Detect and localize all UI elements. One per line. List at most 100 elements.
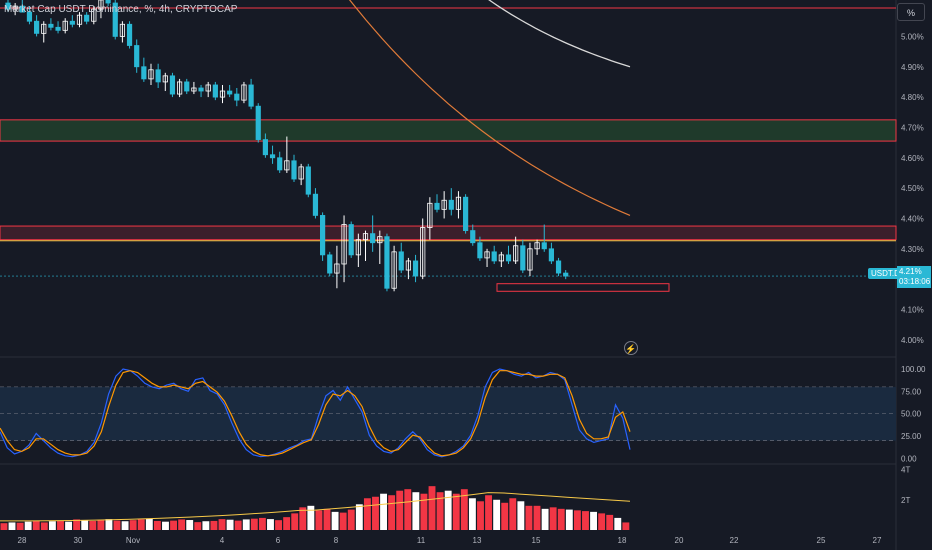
time-tick-label: 11	[417, 536, 426, 545]
time-tick-label: 15	[532, 536, 541, 545]
volume-ma-line	[0, 492, 631, 522]
volume-bar	[614, 517, 622, 530]
percent-scale-button[interactable]: %	[897, 3, 925, 21]
time-tick-label: 27	[873, 536, 882, 545]
candle	[62, 20, 68, 31]
candle	[391, 251, 397, 289]
volume-bar	[57, 520, 64, 530]
volume-bar	[477, 501, 484, 530]
volume-bar	[153, 520, 161, 530]
volume-bar	[234, 520, 242, 530]
candle	[563, 272, 569, 277]
volume-bar	[323, 508, 331, 530]
candle	[555, 260, 562, 274]
candle	[219, 90, 226, 98]
time-tick-label: Nov	[126, 536, 140, 545]
ma-line	[488, 0, 631, 68]
candle	[34, 20, 40, 34]
volume-bar	[598, 513, 606, 530]
volume-bar	[137, 519, 145, 530]
candle	[248, 84, 254, 107]
volume-bar	[267, 519, 274, 530]
candle	[241, 84, 247, 101]
candle	[484, 251, 490, 259]
volume-bar	[275, 520, 282, 530]
volume-bar	[396, 490, 404, 530]
volume-bar	[525, 505, 533, 530]
candle	[169, 75, 176, 95]
candle	[470, 230, 476, 244]
candle	[334, 263, 340, 274]
candle	[234, 93, 240, 101]
volume-bar	[339, 512, 347, 530]
candle	[348, 224, 354, 256]
volume-bar	[307, 505, 315, 530]
candle	[262, 139, 269, 156]
volume-bar	[533, 505, 541, 530]
candle	[269, 154, 276, 159]
candle	[305, 166, 311, 195]
lightning-icon[interactable]: ⚡	[624, 341, 638, 355]
candle	[377, 236, 383, 244]
candle	[477, 242, 483, 259]
volume-bar	[541, 508, 549, 530]
price-tick-label: 4.50%	[901, 184, 924, 193]
candle	[548, 248, 555, 262]
stoch-tick-label: 75.00	[901, 387, 922, 396]
time-tick-label: 8	[334, 536, 339, 545]
symbol-tag: USDT.D	[868, 268, 903, 279]
volume-bar	[250, 518, 258, 530]
volume-bar	[145, 518, 153, 530]
volume-bar	[557, 508, 565, 530]
price-tick-label: 4.60%	[901, 154, 924, 163]
candle	[12, 5, 18, 10]
volume-bar	[291, 513, 299, 530]
candle	[462, 196, 469, 231]
chart-title: Market Cap USDT Dominance, %, 4h, CRYPTO…	[4, 4, 238, 15]
candle	[55, 26, 61, 31]
price-tick-label: 4.70%	[901, 123, 924, 132]
candle	[227, 90, 233, 95]
candle	[527, 248, 533, 271]
last-price-tag: 4.21% 03:18:06	[897, 266, 931, 288]
candle	[312, 193, 319, 216]
candle	[5, 2, 11, 10]
candle	[98, 0, 104, 10]
volume-bar	[202, 521, 210, 530]
time-tick-label: 13	[473, 536, 482, 545]
candle	[176, 81, 183, 95]
candle	[420, 227, 426, 277]
candle	[541, 242, 547, 250]
volume-bar	[73, 519, 81, 530]
candle	[384, 236, 390, 289]
volume-bar	[258, 517, 266, 530]
candle	[434, 202, 440, 210]
red-zone	[0, 225, 897, 241]
volume-bar	[549, 507, 557, 530]
ema-line	[348, 0, 631, 216]
volume-bar	[501, 502, 509, 530]
volume-bar	[606, 514, 614, 530]
candle	[277, 157, 283, 171]
volume-bar	[0, 523, 8, 530]
candle	[112, 2, 118, 37]
volume-bar	[404, 489, 412, 530]
candle	[162, 75, 168, 83]
candle	[498, 254, 504, 262]
candle	[520, 245, 526, 271]
volume-bar	[178, 519, 186, 530]
candle	[105, 0, 111, 4]
volume-bar	[460, 489, 468, 530]
volume-bar	[113, 520, 121, 530]
candle	[370, 233, 376, 244]
candle	[455, 196, 462, 210]
time-tick-label: 4	[220, 536, 225, 545]
volume-bar	[105, 519, 113, 530]
candle	[76, 14, 83, 25]
volume-bar	[226, 519, 234, 530]
volume-bar	[485, 495, 492, 530]
candle	[355, 239, 361, 256]
volume-bar	[565, 509, 573, 530]
candle	[69, 20, 75, 25]
candle	[427, 202, 433, 228]
